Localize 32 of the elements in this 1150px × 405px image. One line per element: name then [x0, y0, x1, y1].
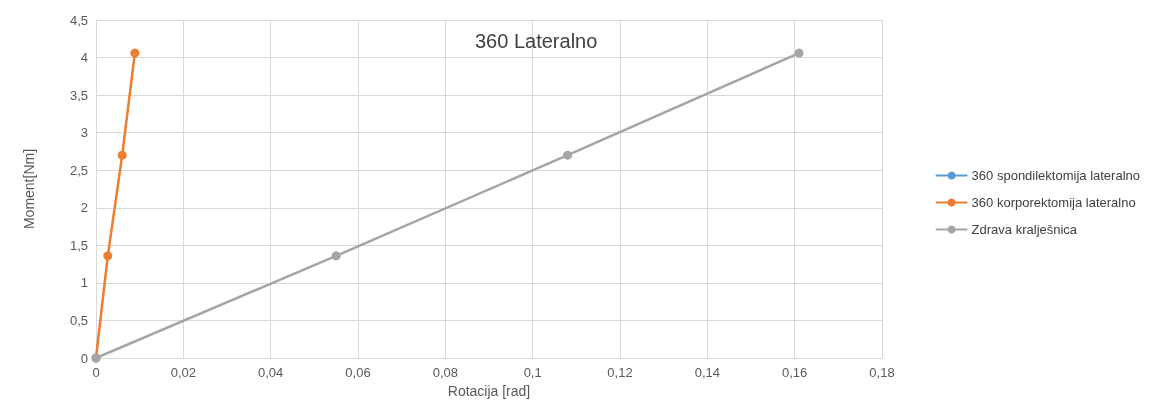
- legend-label: Zdrava kralješnica: [971, 222, 1078, 237]
- y-tick-label: 2,5: [69, 162, 88, 178]
- point: [563, 150, 573, 160]
- x-tick-label: 0,16: [782, 365, 808, 380]
- point: [117, 150, 127, 160]
- y-tick-label: 4,5: [69, 12, 88, 28]
- legend-label: 360 spondilektomija lateralno: [971, 168, 1141, 183]
- x-tick-label: 0,02: [170, 365, 196, 380]
- y-tick-label: 0: [80, 350, 88, 366]
- x-tick-label: 0,1: [523, 365, 542, 380]
- point: [794, 48, 804, 58]
- y-axis-title: Moment[Nm]: [21, 148, 37, 230]
- x-tick-label: 0,06: [345, 365, 371, 380]
- y-tick-label: 1,5: [69, 237, 88, 253]
- x-tick-label: 0: [92, 365, 100, 380]
- y-tick-label: 4: [80, 50, 88, 66]
- legend-label: 360 korporektomija lateralno: [971, 195, 1136, 210]
- y-tick-label: 1: [80, 275, 88, 291]
- y-tick-label: 2: [80, 200, 88, 216]
- x-tick-label: 0,12: [607, 365, 633, 380]
- y-tick-label: 0,5: [69, 312, 88, 328]
- x-tick-label: 0,18: [869, 365, 895, 380]
- point: [331, 251, 341, 261]
- x-tick-label: 0,08: [432, 365, 458, 380]
- point: [103, 251, 113, 261]
- y-tick-label: 3,5: [69, 87, 88, 103]
- text: 360 Lateralno: [475, 30, 598, 52]
- x-tick-label: 0,14: [694, 365, 720, 380]
- x-axis-title: Rotacija [rad]: [447, 382, 531, 399]
- x-tick-label: 0,04: [258, 365, 284, 380]
- y-tick-label: 3: [80, 125, 88, 141]
- point: [130, 48, 140, 58]
